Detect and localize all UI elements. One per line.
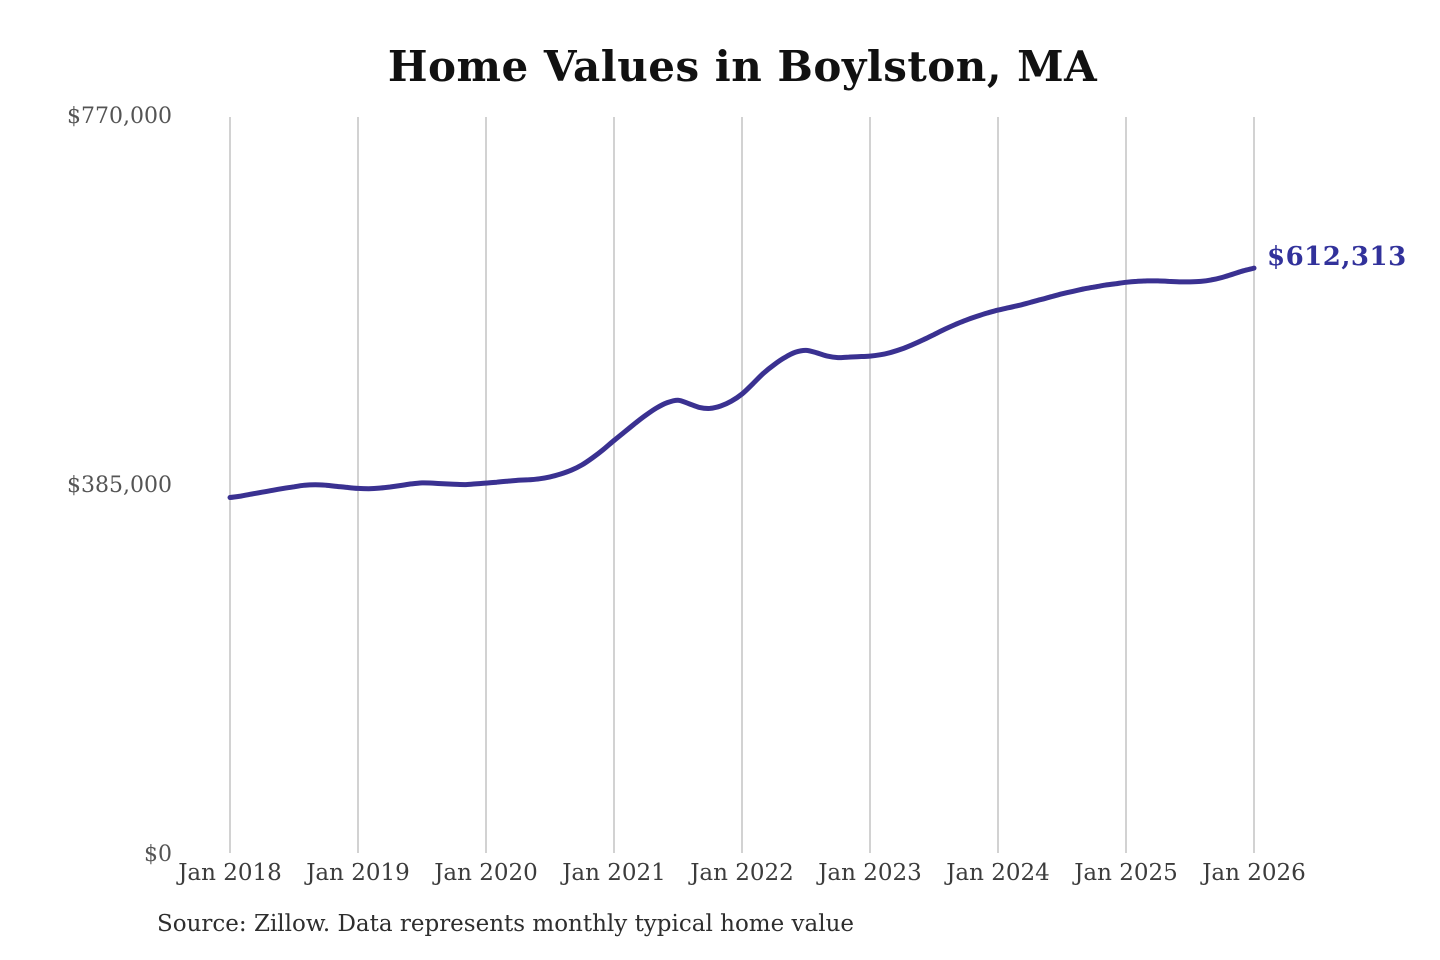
chart-title: Home Values in Boylston, MA: [387, 42, 1098, 91]
y-tick-label: $385,000: [67, 473, 172, 498]
latest-value-label: $612,313: [1267, 242, 1407, 273]
x-tick-label: Jan 2024: [946, 860, 1050, 886]
y-tick-label: $0: [144, 842, 172, 867]
x-tick-label: Jan 2020: [434, 860, 538, 886]
x-tick-label: Jan 2026: [1202, 860, 1306, 886]
x-tick-label: Jan 2025: [1074, 860, 1178, 886]
x-tick-label: Jan 2023: [818, 860, 922, 886]
y-tick-label: $770,000: [67, 104, 172, 129]
x-tick-label: Jan 2022: [690, 860, 794, 886]
vertical-gridlines: [229, 117, 1255, 853]
x-tick-label: Jan 2019: [306, 860, 410, 886]
x-tick-label: Jan 2021: [562, 860, 666, 886]
home-value-line: [227, 265, 1257, 500]
source-attribution: Source: Zillow. Data represents monthly …: [157, 911, 855, 937]
x-tick-label: Jan 2018: [178, 860, 282, 886]
